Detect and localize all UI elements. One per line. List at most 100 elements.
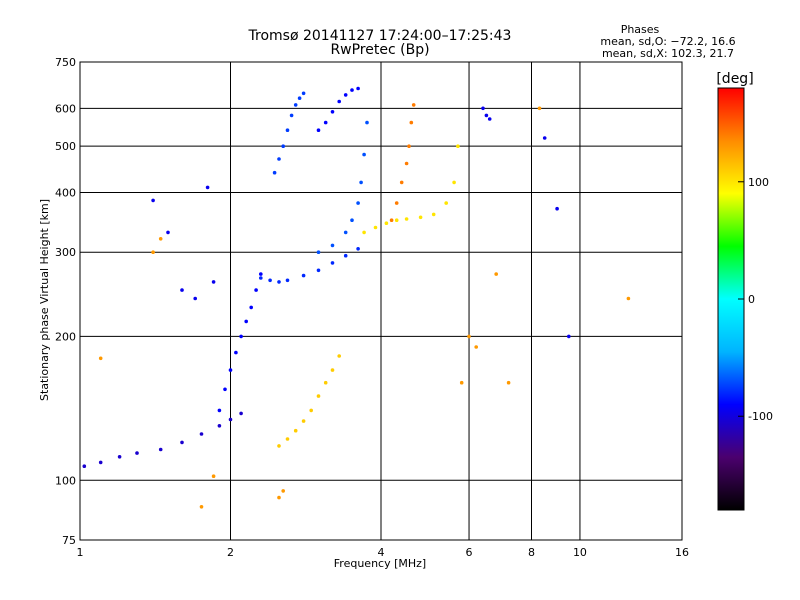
data-point bbox=[239, 411, 243, 416]
y-tick-label: 500 bbox=[55, 140, 76, 153]
y-tick-label: 750 bbox=[55, 56, 76, 69]
y-tick-label: 400 bbox=[55, 186, 76, 199]
data-point bbox=[356, 201, 360, 205]
data-point bbox=[474, 345, 479, 349]
phase-stats-heading: Phases bbox=[621, 23, 660, 36]
data-point bbox=[117, 455, 122, 459]
x-tick-label: 4 bbox=[378, 546, 385, 559]
y-tick-label: 600 bbox=[55, 102, 76, 115]
data-point bbox=[343, 253, 348, 258]
data-point bbox=[309, 408, 314, 413]
data-point bbox=[244, 319, 248, 324]
x-tick-label: 16 bbox=[675, 546, 689, 559]
data-point bbox=[418, 215, 423, 220]
data-point bbox=[98, 356, 103, 361]
data-point bbox=[365, 120, 369, 125]
data-point bbox=[281, 489, 286, 493]
data-point bbox=[337, 354, 342, 358]
data-point bbox=[277, 280, 281, 284]
data-point bbox=[542, 136, 547, 140]
data-point bbox=[330, 110, 335, 114]
data-point bbox=[330, 368, 335, 372]
data-point bbox=[135, 451, 139, 455]
data-point bbox=[506, 380, 511, 385]
y-axis-ticks: 75 100 200 300 400 500 600 750 bbox=[55, 56, 76, 547]
data-point bbox=[394, 201, 399, 205]
data-point bbox=[193, 296, 197, 301]
data-point bbox=[223, 387, 227, 392]
data-point bbox=[323, 380, 328, 385]
data-point bbox=[467, 334, 471, 339]
data-point bbox=[151, 198, 155, 203]
data-point bbox=[285, 278, 290, 283]
data-point bbox=[316, 268, 321, 273]
data-point bbox=[409, 120, 414, 125]
data-point bbox=[239, 334, 243, 339]
data-point bbox=[626, 296, 631, 301]
data-point bbox=[350, 218, 354, 222]
chart-subtitle: RwPretec (Bp) bbox=[330, 42, 429, 58]
data-point bbox=[180, 288, 184, 292]
colorbar-tick-label: -100 bbox=[748, 410, 773, 423]
data-point bbox=[459, 380, 464, 385]
colorbar-label: [deg] bbox=[716, 71, 753, 87]
data-point bbox=[301, 273, 306, 278]
phase-stats-x: mean, sd,X: 102.3, 21.7 bbox=[602, 47, 734, 60]
data-point bbox=[228, 368, 233, 372]
data-point bbox=[199, 505, 204, 509]
data-point bbox=[555, 206, 559, 211]
data-point bbox=[537, 106, 542, 111]
x-tick-label: 10 bbox=[573, 546, 587, 559]
data-point bbox=[359, 180, 363, 185]
plot-frame bbox=[79, 61, 683, 541]
data-point bbox=[407, 144, 411, 148]
grid-lines bbox=[80, 62, 682, 540]
data-point bbox=[323, 120, 328, 125]
data-point bbox=[404, 161, 409, 166]
x-tick-label: 6 bbox=[466, 546, 473, 559]
data-point bbox=[228, 417, 233, 422]
data-point bbox=[211, 474, 216, 479]
data-point bbox=[249, 305, 253, 310]
data-point bbox=[301, 91, 306, 96]
data-point bbox=[350, 88, 354, 92]
data-point bbox=[259, 276, 263, 280]
data-point bbox=[411, 103, 416, 107]
data-point bbox=[394, 218, 399, 222]
data-point bbox=[362, 230, 366, 235]
y-tick-label: 200 bbox=[55, 330, 76, 343]
data-point bbox=[316, 250, 321, 254]
data-point bbox=[158, 237, 163, 241]
data-point bbox=[199, 432, 204, 436]
data-point bbox=[452, 180, 456, 185]
data-point bbox=[285, 128, 290, 132]
y-tick-label: 300 bbox=[55, 246, 76, 259]
data-point bbox=[268, 278, 272, 283]
colorbar-ticks: 100 0 -100 bbox=[738, 176, 773, 423]
chart-title: Tromsø 20141127 17:24:00–17:25:43 bbox=[248, 28, 512, 44]
data-point bbox=[211, 280, 216, 284]
data-point bbox=[293, 428, 298, 433]
data-point bbox=[481, 106, 485, 111]
data-point bbox=[82, 464, 87, 469]
data-point bbox=[254, 288, 258, 292]
data-point bbox=[487, 117, 492, 121]
data-point bbox=[330, 243, 335, 248]
colorbar-tick-label: 0 bbox=[748, 293, 755, 306]
data-point bbox=[456, 144, 460, 148]
y-tick-label: 100 bbox=[55, 474, 76, 487]
data-point bbox=[316, 394, 321, 398]
data-point bbox=[330, 261, 335, 265]
data-point bbox=[277, 157, 281, 161]
data-point bbox=[337, 99, 342, 104]
data-point bbox=[316, 128, 321, 132]
data-point bbox=[180, 440, 184, 445]
data-point bbox=[356, 247, 360, 251]
data-point bbox=[272, 170, 277, 175]
x-axis-label: Frequency [MHz] bbox=[334, 557, 426, 570]
data-point bbox=[297, 96, 302, 100]
data-point bbox=[356, 86, 360, 91]
data-point bbox=[567, 334, 571, 339]
data-point bbox=[277, 444, 281, 448]
